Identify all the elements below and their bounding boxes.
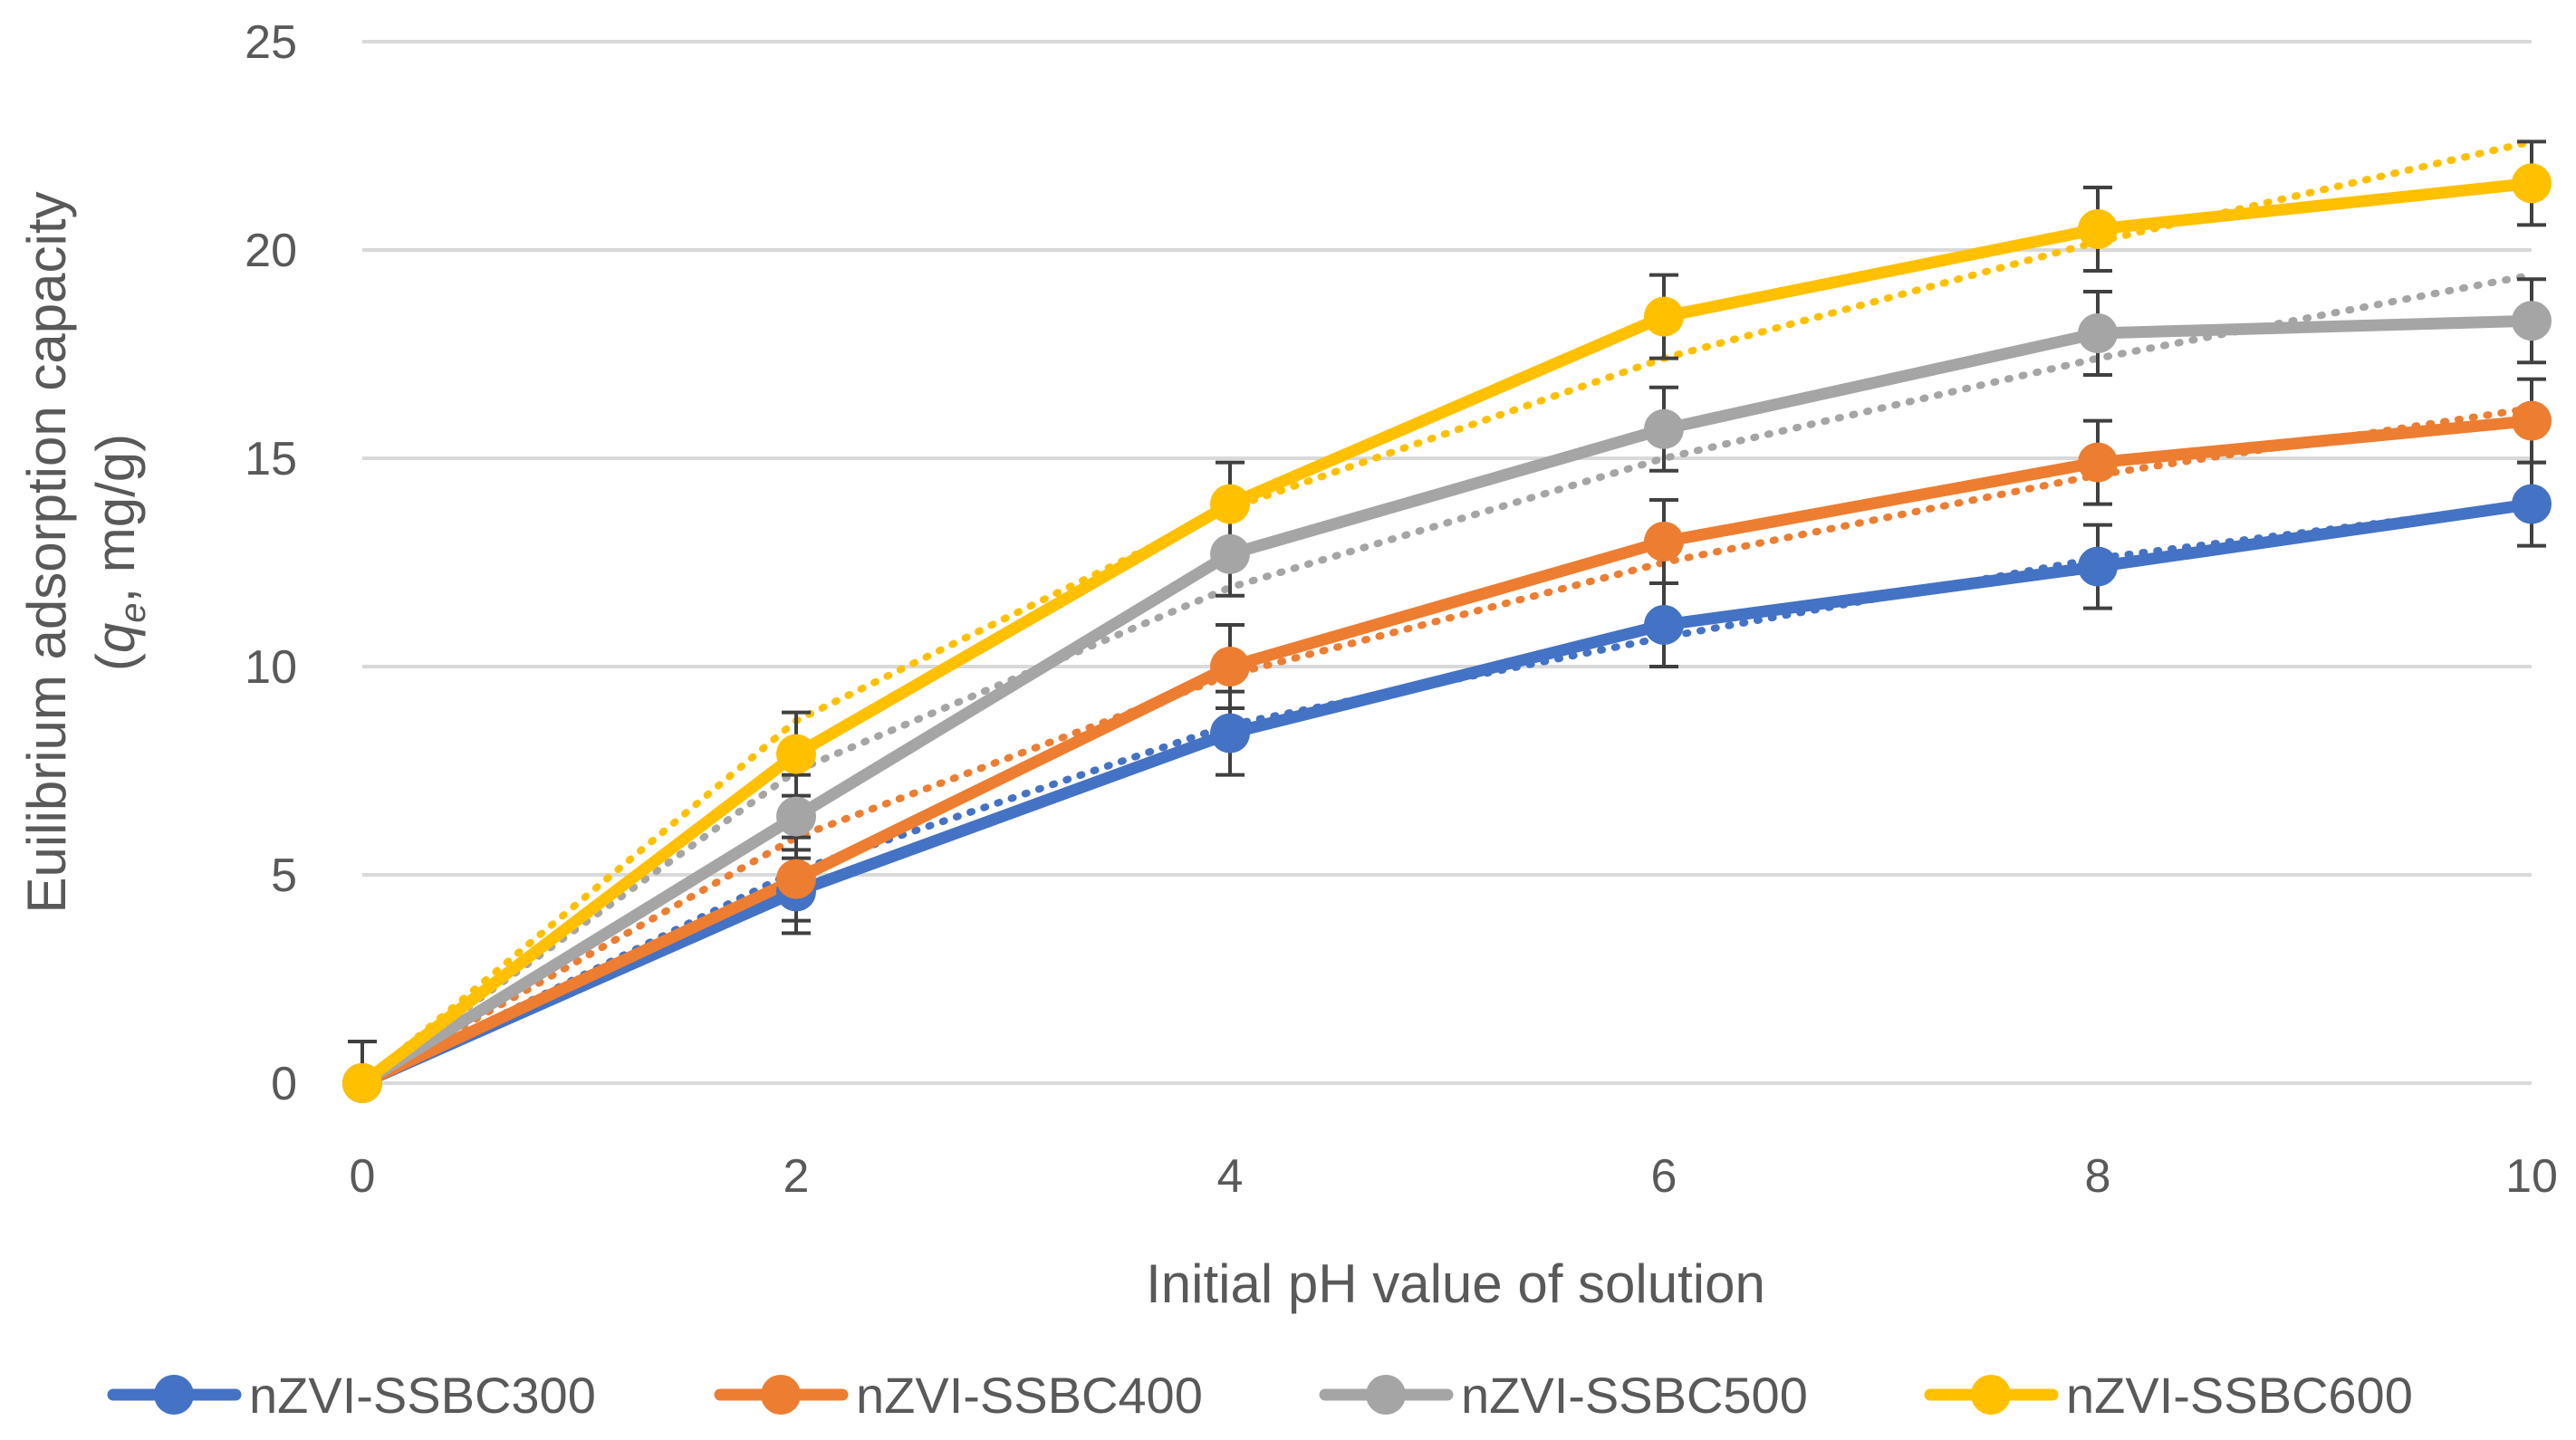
legend-item-3: nZVI-SSBC500 [1319, 1367, 1808, 1424]
y-axis-title-suffix: , mg/g) [85, 434, 146, 603]
x-tick-label: 10 [2505, 1150, 2558, 1203]
data-point [2078, 442, 2118, 483]
series-line-1 [356, 498, 2538, 1090]
data-point [776, 796, 816, 837]
legend-swatch-marker [154, 1375, 194, 1415]
data-point [1210, 484, 1250, 524]
y-tick-label: 10 [245, 641, 297, 694]
legend-label: nZVI-SSBC500 [1461, 1367, 1808, 1424]
data-point [342, 1063, 382, 1103]
legend-item-4: nZVI-SSBC600 [1924, 1367, 2413, 1424]
y-axis-title: Euilibrium adsorption capacity (qe, mg/g… [16, 191, 153, 913]
x-tick-label: 8 [2085, 1150, 2111, 1203]
y-tick-label: 20 [245, 225, 297, 277]
y-axis-title-line1: Euilibrium adsorption capacity [16, 191, 77, 913]
series-line-4 [356, 177, 2538, 1090]
data-point [776, 859, 816, 899]
data-point [1210, 647, 1250, 686]
legend-label: nZVI-SSBC600 [2066, 1367, 2413, 1424]
x-tick-label: 6 [1651, 1150, 1677, 1203]
y-tick-label: 15 [245, 433, 297, 485]
trendline-series-1 [359, 500, 2535, 1087]
data-point [1210, 713, 1250, 754]
series-markers [342, 163, 2552, 1103]
legend-swatch-marker [761, 1375, 801, 1415]
data-point [2512, 400, 2552, 441]
x-tick-label: 2 [783, 1150, 810, 1203]
x-tick-label: 4 [1217, 1150, 1244, 1203]
legend-label: nZVI-SSBC400 [856, 1367, 1203, 1424]
series-line-2 [356, 415, 2538, 1090]
data-point [2512, 163, 2552, 204]
x-tick-label: 0 [350, 1150, 376, 1203]
legend-swatch-marker [1971, 1375, 2011, 1415]
gridlines [362, 40, 2532, 1085]
series-lines [356, 177, 2538, 1090]
data-point [1210, 533, 1250, 574]
data-point [1644, 408, 1684, 449]
y-tick-label: 25 [245, 16, 297, 69]
data-point [2078, 546, 2118, 587]
y-tick-labels: 0 5 10 15 20 25 [245, 16, 297, 1110]
y-axis-title-subscript: e [113, 603, 153, 623]
data-point [1644, 296, 1684, 337]
data-point [1644, 605, 1684, 645]
y-axis-title-symbol: q [85, 623, 146, 653]
legend: nZVI-SSBC300 nZVI-SSBC400 nZVI-SSBC500 nZVI… [107, 1367, 2413, 1424]
legend-swatch-marker [1366, 1375, 1406, 1415]
data-point [776, 734, 816, 774]
x-tick-labels: 0 2 4 6 8 10 [350, 1150, 2558, 1203]
data-point [2512, 484, 2552, 524]
trendline-series-2 [359, 404, 2535, 1087]
data-point [2512, 301, 2552, 341]
data-point [1644, 522, 1684, 562]
y-axis-title-prefix: ( [85, 653, 146, 671]
data-point [2078, 313, 2118, 353]
y-axis-title-line2: (qe, mg/g) [85, 434, 153, 671]
series-line-3 [356, 314, 2538, 1090]
trendline-series-3 [359, 271, 2535, 1087]
y-tick-label: 5 [271, 850, 297, 902]
data-point [2078, 209, 2118, 249]
y-tick-label: 0 [271, 1058, 297, 1110]
x-axis-title: Initial pH value of solution [1146, 1253, 1765, 1314]
legend-item-2: nZVI-SSBC400 [714, 1367, 1203, 1424]
legend-item-1: nZVI-SSBC300 [107, 1367, 596, 1424]
legend-label: nZVI-SSBC300 [249, 1367, 596, 1424]
